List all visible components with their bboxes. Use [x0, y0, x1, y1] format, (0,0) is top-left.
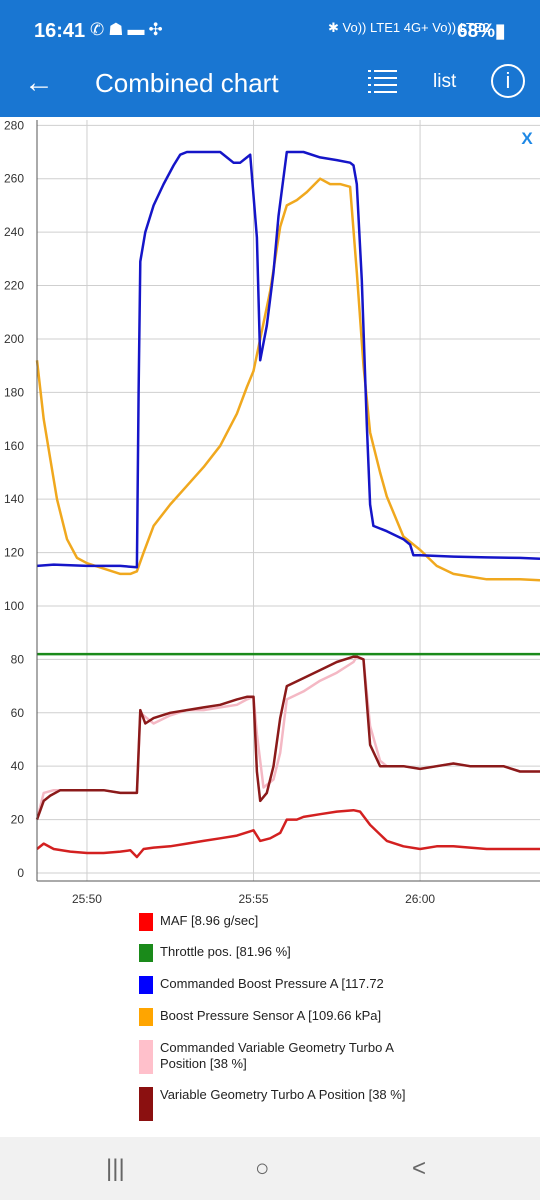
y-tick-label: 180 [4, 385, 24, 399]
y-tick-label: 20 [11, 813, 25, 827]
status-network-indicators: ✱ Vo)) LTE1 4G+ Vo)) LTE2 [328, 20, 490, 36]
y-tick-label: 220 [4, 279, 24, 293]
battery-icon: ▮ [495, 21, 506, 42]
legend-label: Commanded Boost Pressure A [117.72 [160, 976, 384, 991]
y-tick-label: 0 [17, 866, 24, 880]
y-tick-label: 280 [4, 118, 24, 132]
combined-line-chart[interactable]: 0 20 40 60 80 100 120 140 160 180 200 220 240 260 280 2… [0, 117, 540, 912]
back-arrow-icon[interactable]: ← [24, 66, 54, 99]
status-time: 16:41 [34, 20, 86, 42]
x-tick-label: 25:55 [239, 892, 269, 906]
android-debug-icon: ☗ [108, 20, 128, 39]
home-button[interactable]: ○ [255, 1155, 270, 1182]
legend-swatch [139, 1087, 153, 1121]
network-1: Vo)) LTE1 [342, 20, 401, 35]
bluetooth-icon: ✱ [328, 20, 339, 35]
y-tick-label: 200 [4, 332, 24, 346]
legend-label: Boost Pressure Sensor A [109.66 kPa] [160, 1008, 382, 1023]
series-line-2 [36, 150, 540, 569]
legend-label: Variable Geometry Turbo A Position [38 %… [160, 1087, 406, 1102]
fan-icon: ✣ [148, 20, 167, 39]
chart-grid [37, 120, 540, 881]
status-bar: 16:41 ✆☗▬✣ ✱ Vo)) LTE1 4G+ Vo)) LTE2 68%… [0, 0, 540, 60]
info-icon[interactable]: i [491, 64, 525, 98]
y-tick-label: 240 [4, 225, 24, 239]
series-line-4 [35, 655, 540, 820]
series-line-0 [36, 808, 540, 859]
car-obd-icon: ▬ [127, 20, 149, 39]
legend-swatch [139, 1008, 153, 1026]
legend-swatch [139, 1040, 153, 1074]
y-tick-label: 140 [4, 492, 24, 506]
y-tick-label: 100 [4, 599, 24, 613]
android-nav-bar: ||| ○ < [0, 1137, 540, 1200]
y-tick-label: 80 [11, 652, 25, 666]
network-2: 4G+ [403, 20, 429, 35]
y-tick-label: 260 [4, 172, 24, 186]
battery-level: 68%▮ [457, 21, 506, 42]
series-line-5 [35, 655, 540, 821]
legend-swatch [139, 944, 153, 962]
y-tick-label: 60 [11, 706, 25, 720]
legend-swatch [139, 976, 153, 994]
recents-button[interactable]: ||| [106, 1155, 125, 1182]
series-line-3 [35, 177, 540, 582]
list-view-icon[interactable] [366, 68, 398, 94]
status-notification-icons: ✆☗▬✣ [90, 20, 167, 40]
list-button[interactable]: list [433, 71, 457, 92]
app-bar: ← Combined chart list i [0, 60, 540, 117]
chart-axes: 0 20 40 60 80 100 120 140 160 180 200 220 240 260 280 2… [4, 118, 540, 906]
x-tick-label: 26:00 [405, 892, 435, 906]
close-chart-button[interactable]: X [521, 129, 533, 148]
chart-series [35, 150, 540, 859]
y-tick-label: 40 [11, 759, 25, 773]
back-button[interactable]: < [412, 1155, 427, 1182]
whatsapp-icon: ✆ [90, 20, 109, 39]
network-3: Vo)) LTE2 [432, 20, 490, 35]
legend-label: Throttle pos. [81.96 %] [160, 944, 291, 959]
legend-label: MAF [8.96 g/sec] [160, 913, 259, 928]
page-title: Combined chart [95, 68, 279, 98]
x-tick-label: 25:50 [72, 892, 102, 906]
y-tick-label: 160 [4, 439, 24, 453]
y-tick-label: 120 [4, 546, 24, 560]
legend-swatch [139, 913, 153, 931]
legend-label: Commanded Variable Geometry Turbo A Posi… [160, 1040, 394, 1071]
